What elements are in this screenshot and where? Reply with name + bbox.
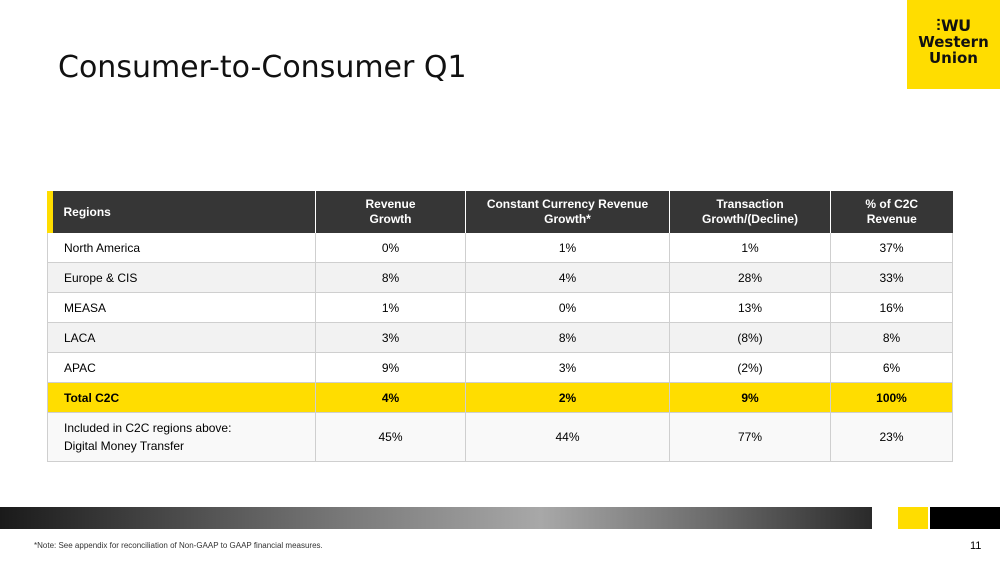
cell-pct-c2c: 33%: [830, 262, 953, 293]
header-regions: Regions: [47, 191, 316, 233]
cell-revenue-growth: 1%: [315, 292, 466, 323]
cell-cc-revenue-growth: 0%: [465, 292, 670, 323]
table-row: APAC 9% 3% (2%) 6%: [47, 352, 953, 383]
header-pct-c2c-revenue: % of C2C Revenue: [830, 191, 953, 233]
cell-transaction-growth: (8%): [669, 322, 831, 353]
logo-line-union: Union: [929, 49, 978, 67]
western-union-logo: ⫶WU Western Union: [907, 0, 1000, 89]
logo-line-western: Western: [918, 33, 989, 51]
footer-black-block: [930, 507, 1000, 529]
cell-revenue-growth: 3%: [315, 322, 466, 353]
cell-pct-c2c: 16%: [830, 292, 953, 323]
cell-transaction-growth: 13%: [669, 292, 831, 323]
cell-cc-revenue-growth: 3%: [465, 352, 670, 383]
total-row: Total C2C 4% 2% 9% 100%: [47, 382, 953, 413]
cell-cc-revenue-growth: 44%: [465, 412, 670, 462]
cell-cc-revenue-growth: 8%: [465, 322, 670, 353]
table-row: Europe & CIS 8% 4% 28% 33%: [47, 262, 953, 293]
table-row: North America 0% 1% 1% 37%: [47, 233, 953, 263]
digital-money-transfer-row: Included in C2C regions above: Digital Mo…: [47, 412, 953, 462]
cell-pct-c2c: 23%: [830, 412, 953, 462]
footer-yellow-block: [898, 507, 928, 529]
cell-region: MEASA: [47, 292, 316, 323]
cell-cc-revenue-growth: 1%: [465, 233, 670, 263]
header-accent-bar: [47, 191, 53, 233]
cell-cc-revenue-growth: 2%: [465, 382, 670, 413]
cell-revenue-growth: 8%: [315, 262, 466, 293]
cell-pct-c2c: 8%: [830, 322, 953, 353]
cell-region: Europe & CIS: [47, 262, 316, 293]
cell-region: LACA: [47, 322, 316, 353]
cell-transaction-growth: 1%: [669, 233, 831, 263]
cell-revenue-growth: 9%: [315, 352, 466, 383]
cell-pct-c2c: 100%: [830, 382, 953, 413]
cell-transaction-growth: 9%: [669, 382, 831, 413]
wu-mark: ⫶WU: [936, 16, 971, 35]
header-revenue-growth: Revenue Growth: [315, 191, 466, 233]
cell-pct-c2c: 6%: [830, 352, 953, 383]
cell-revenue-growth: 0%: [315, 233, 466, 263]
cell-region: Total C2C: [47, 382, 316, 413]
wu-bars-icon: ⫶: [936, 16, 940, 35]
table-row: MEASA 1% 0% 13% 16%: [47, 292, 953, 323]
table-row: LACA 3% 8% (8%) 8%: [47, 322, 953, 353]
cell-transaction-growth: (2%): [669, 352, 831, 383]
cell-region: APAC: [47, 352, 316, 383]
footer-gradient-bar: [0, 507, 872, 529]
cell-cc-revenue-growth: 4%: [465, 262, 670, 293]
slide-title: Consumer-to-Consumer Q1: [58, 50, 467, 85]
cell-transaction-growth: 28%: [669, 262, 831, 293]
cell-region: North America: [47, 233, 316, 263]
cell-transaction-growth: 77%: [669, 412, 831, 462]
cell-pct-c2c: 37%: [830, 233, 953, 263]
cell-revenue-growth: 45%: [315, 412, 466, 462]
c2c-regions-table: Regions Revenue Growth Constant Currency …: [47, 191, 953, 462]
cell-region: Included in C2C regions above: Digital Mo…: [47, 412, 316, 462]
table-header-row: Regions Revenue Growth Constant Currency …: [47, 191, 953, 233]
cell-revenue-growth: 4%: [315, 382, 466, 413]
header-transaction-growth: Transaction Growth/(Decline): [669, 191, 831, 233]
footnote: *Note: See appendix for reconciliation o…: [34, 541, 323, 550]
page-number: 11: [970, 540, 982, 552]
header-cc-revenue-growth: Constant Currency Revenue Growth*: [465, 191, 670, 233]
